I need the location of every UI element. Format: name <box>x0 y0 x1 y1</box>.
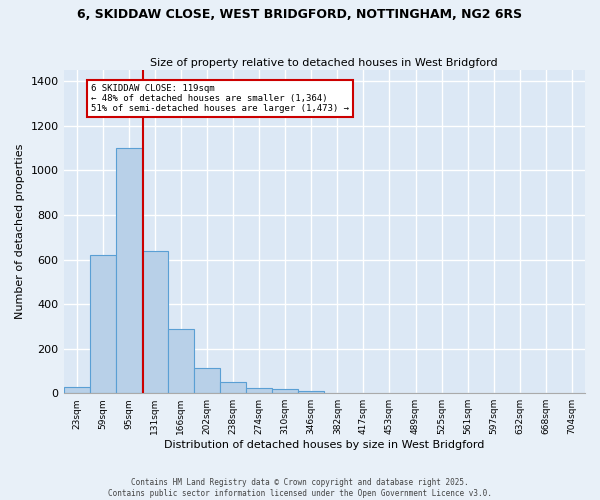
Bar <box>64 386 89 393</box>
Bar <box>272 389 298 393</box>
Text: Contains HM Land Registry data © Crown copyright and database right 2025.
Contai: Contains HM Land Registry data © Crown c… <box>108 478 492 498</box>
Title: Size of property relative to detached houses in West Bridgford: Size of property relative to detached ho… <box>151 58 498 68</box>
Bar <box>194 368 220 393</box>
X-axis label: Distribution of detached houses by size in West Bridgford: Distribution of detached houses by size … <box>164 440 484 450</box>
Text: 6, SKIDDAW CLOSE, WEST BRIDGFORD, NOTTINGHAM, NG2 6RS: 6, SKIDDAW CLOSE, WEST BRIDGFORD, NOTTIN… <box>77 8 523 20</box>
Bar <box>220 382 246 393</box>
Text: 6 SKIDDAW CLOSE: 119sqm
← 48% of detached houses are smaller (1,364)
51% of semi: 6 SKIDDAW CLOSE: 119sqm ← 48% of detache… <box>91 84 349 114</box>
Bar <box>298 390 324 393</box>
Bar <box>89 255 116 393</box>
Bar <box>142 250 168 393</box>
Bar <box>116 148 142 393</box>
Y-axis label: Number of detached properties: Number of detached properties <box>15 144 25 320</box>
Bar <box>168 328 194 393</box>
Bar <box>246 388 272 393</box>
